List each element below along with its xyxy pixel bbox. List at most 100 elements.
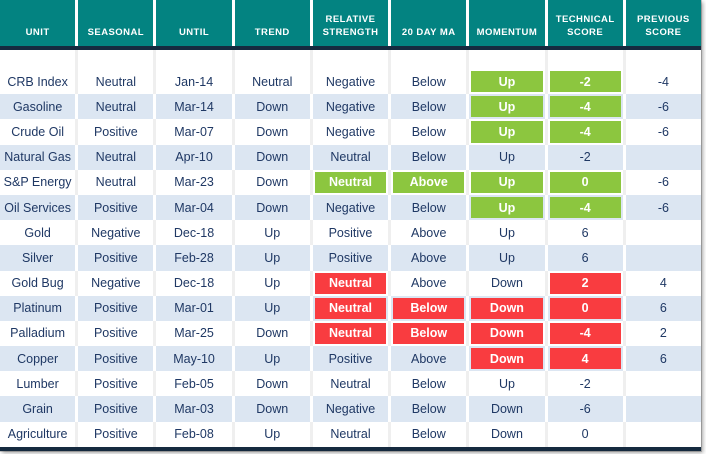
cell-technical-score[interactable]: -2	[547, 371, 623, 397]
cell-technical-score[interactable]: 0	[547, 421, 623, 447]
cell-20-day-ma[interactable]: Above	[391, 245, 467, 271]
column-header-momentum[interactable]: MOMENTUM	[469, 0, 545, 46]
cell-20-day-ma[interactable]: Below	[391, 94, 467, 120]
cell-20-day-ma[interactable]: Above	[391, 169, 467, 195]
cell-20-day-ma[interactable]: Below	[391, 396, 467, 422]
cell-unit[interactable]: Crude Oil	[0, 119, 76, 145]
cell-technical-score[interactable]: 2	[547, 270, 623, 296]
cell-technical-score[interactable]: 6	[547, 245, 623, 271]
cell-until[interactable]: Mar-01	[156, 295, 232, 321]
cell-technical-score[interactable]: 0	[547, 295, 623, 321]
cell-20-day-ma[interactable]: Below	[391, 295, 467, 321]
cell-trend[interactable]: Down	[234, 119, 310, 145]
cell-seasonal[interactable]: Neutral	[78, 169, 154, 195]
cell-relative-strength[interactable]: Neutral	[312, 169, 389, 195]
cell-relative-strength[interactable]: Neutral	[312, 144, 389, 170]
cell-20-day-ma[interactable]: Above	[391, 346, 467, 372]
cell-previous-score[interactable]: 6	[625, 295, 701, 321]
cell-unit[interactable]: Lumber	[0, 371, 76, 397]
cell-unit[interactable]: Palladium	[0, 320, 76, 347]
cell-trend[interactable]: Neutral	[234, 69, 310, 95]
cell-technical-score[interactable]: -4	[547, 94, 623, 120]
cell-until[interactable]: Feb-05	[156, 371, 232, 397]
cell-momentum[interactable]: Down	[469, 421, 545, 447]
cell-seasonal[interactable]: Positive	[78, 421, 154, 447]
cell-until[interactable]: Mar-23	[156, 169, 232, 195]
cell-seasonal[interactable]: Negative	[78, 270, 154, 296]
cell-seasonal[interactable]: Positive	[78, 346, 154, 372]
cell-previous-score[interactable]: 2	[625, 320, 701, 347]
cell-momentum[interactable]: Up	[469, 69, 545, 95]
cell-relative-strength[interactable]: Neutral	[312, 270, 389, 296]
column-header-trend[interactable]: TREND	[234, 0, 310, 46]
cell-until[interactable]: Dec-18	[156, 270, 232, 296]
column-header-previous-score[interactable]: PREVIOUS SCORE	[625, 0, 701, 46]
cell-20-day-ma[interactable]: Below	[391, 194, 467, 221]
cell-seasonal[interactable]: Neutral	[78, 94, 154, 120]
cell-seasonal[interactable]: Positive	[78, 295, 154, 321]
cell-until[interactable]: May-10	[156, 346, 232, 372]
cell-momentum[interactable]: Down	[469, 295, 545, 321]
cell-trend[interactable]: Up	[234, 245, 310, 271]
column-header-unit[interactable]: UNIT	[0, 0, 76, 46]
column-header-technical-score[interactable]: TECHNICAL SCORE	[547, 0, 623, 46]
cell-seasonal[interactable]: Positive	[78, 371, 154, 397]
cell-technical-score[interactable]: 0	[547, 169, 623, 195]
cell-20-day-ma[interactable]: Above	[391, 220, 467, 246]
cell-technical-score[interactable]: -4	[547, 320, 623, 347]
cell-20-day-ma[interactable]: Below	[391, 320, 467, 347]
cell-unit[interactable]: Silver	[0, 245, 76, 271]
cell-technical-score[interactable]: -2	[547, 69, 623, 95]
cell-seasonal[interactable]: Positive	[78, 396, 154, 422]
cell-technical-score[interactable]: -6	[547, 396, 623, 422]
cell-relative-strength[interactable]: Negative	[312, 69, 389, 95]
cell-previous-score[interactable]	[625, 421, 701, 447]
cell-technical-score[interactable]: -2	[547, 144, 623, 170]
cell-previous-score[interactable]: -6	[625, 169, 701, 195]
cell-unit[interactable]: CRB Index	[0, 69, 76, 95]
cell-unit[interactable]: Platinum	[0, 295, 76, 321]
cell-relative-strength[interactable]: Negative	[312, 396, 389, 422]
cell-relative-strength[interactable]: Positive	[312, 346, 389, 372]
cell-trend[interactable]: Up	[234, 270, 310, 296]
cell-20-day-ma[interactable]: Below	[391, 119, 467, 145]
cell-until[interactable]: Mar-25	[156, 320, 232, 347]
cell-relative-strength[interactable]: Negative	[312, 119, 389, 145]
cell-seasonal[interactable]: Positive	[78, 245, 154, 271]
column-header-until[interactable]: UNTIL	[156, 0, 232, 46]
cell-relative-strength[interactable]: Neutral	[312, 421, 389, 447]
cell-relative-strength[interactable]: Neutral	[312, 295, 389, 321]
cell-previous-score[interactable]: 4	[625, 270, 701, 296]
column-header-seasonal[interactable]: SEASONAL	[78, 0, 154, 46]
cell-technical-score[interactable]: -4	[547, 194, 623, 221]
cell-momentum[interactable]: Up	[469, 144, 545, 170]
cell-momentum[interactable]: Down	[469, 346, 545, 372]
cell-trend[interactable]: Down	[234, 194, 310, 221]
cell-previous-score[interactable]	[625, 371, 701, 397]
cell-unit[interactable]: S&P Energy	[0, 169, 76, 195]
column-header-relative-strength[interactable]: RELATIVE STRENGTH	[312, 0, 389, 46]
cell-previous-score[interactable]	[625, 144, 701, 170]
cell-until[interactable]: Mar-03	[156, 396, 232, 422]
cell-until[interactable]: Apr-10	[156, 144, 232, 170]
cell-trend[interactable]: Down	[234, 396, 310, 422]
cell-until[interactable]: Jan-14	[156, 69, 232, 95]
cell-relative-strength[interactable]: Positive	[312, 245, 389, 271]
cell-momentum[interactable]: Up	[469, 220, 545, 246]
cell-trend[interactable]: Up	[234, 220, 310, 246]
cell-until[interactable]: Mar-14	[156, 94, 232, 120]
cell-unit[interactable]: Agriculture	[0, 421, 76, 447]
cell-trend[interactable]: Up	[234, 346, 310, 372]
cell-trend[interactable]: Down	[234, 320, 310, 347]
cell-momentum[interactable]: Up	[469, 169, 545, 195]
cell-seasonal[interactable]: Positive	[78, 119, 154, 145]
cell-trend[interactable]: Down	[234, 169, 310, 195]
cell-until[interactable]: Mar-04	[156, 194, 232, 221]
cell-previous-score[interactable]: -6	[625, 119, 701, 145]
cell-trend[interactable]: Down	[234, 144, 310, 170]
cell-unit[interactable]: Copper	[0, 346, 76, 372]
cell-previous-score[interactable]: -6	[625, 194, 701, 221]
cell-previous-score[interactable]	[625, 245, 701, 271]
cell-momentum[interactable]: Down	[469, 270, 545, 296]
cell-technical-score[interactable]: -4	[547, 119, 623, 145]
